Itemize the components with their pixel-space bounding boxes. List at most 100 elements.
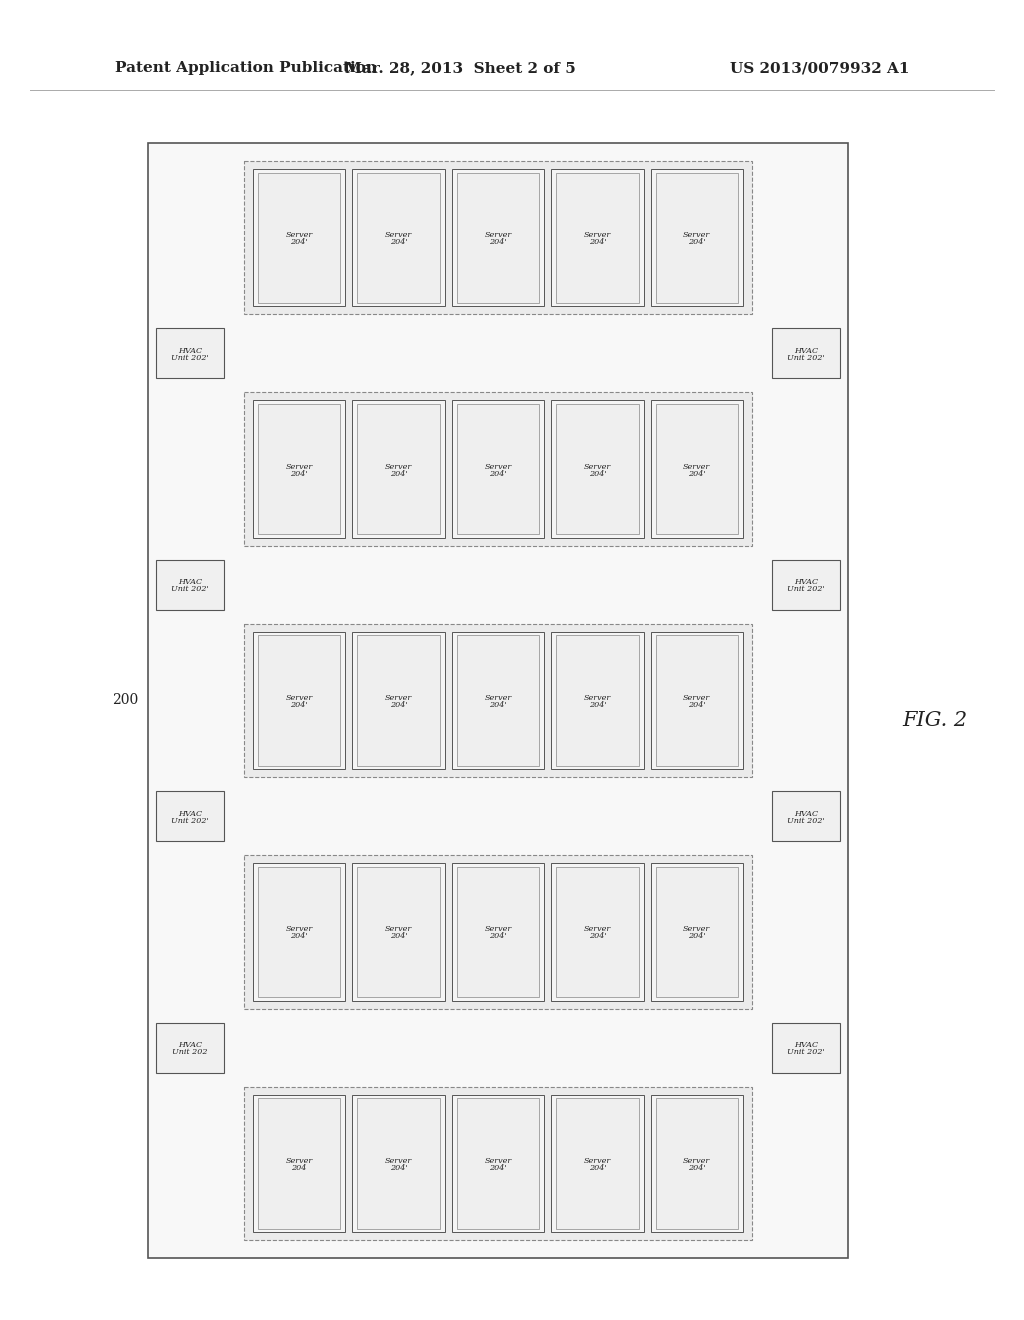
Bar — [556, 867, 639, 997]
Bar — [452, 863, 544, 1001]
Text: Server: Server — [385, 462, 413, 471]
Bar — [244, 161, 752, 314]
Text: 204': 204' — [390, 238, 408, 246]
Bar — [352, 863, 444, 1001]
Bar — [556, 404, 639, 535]
Text: HVAC: HVAC — [178, 809, 202, 817]
Bar — [253, 1094, 345, 1232]
Bar — [655, 1098, 738, 1229]
Text: 204': 204' — [589, 470, 606, 478]
Bar — [452, 1094, 544, 1232]
Text: Server: Server — [683, 694, 711, 702]
Text: HVAC: HVAC — [794, 347, 818, 355]
Text: Server: Server — [484, 231, 512, 239]
Bar — [244, 855, 752, 1008]
Bar — [357, 173, 439, 302]
Text: FIG. 2: FIG. 2 — [902, 711, 968, 730]
Bar — [551, 632, 644, 770]
Bar — [457, 404, 540, 535]
Bar — [650, 400, 743, 537]
Text: Server: Server — [584, 462, 611, 471]
Bar — [253, 400, 345, 537]
Bar — [457, 173, 540, 302]
Text: Server: Server — [484, 462, 512, 471]
Bar — [772, 791, 840, 841]
Bar — [244, 1086, 752, 1239]
Text: 204': 204' — [291, 238, 308, 246]
Text: Server: Server — [385, 694, 413, 702]
Bar — [457, 1098, 540, 1229]
Text: HVAC: HVAC — [794, 809, 818, 817]
Text: 204': 204' — [489, 238, 507, 246]
Text: 204': 204' — [291, 701, 308, 709]
Text: 204': 204' — [291, 470, 308, 478]
Bar — [655, 404, 738, 535]
Bar — [556, 635, 639, 766]
Text: Server: Server — [286, 231, 312, 239]
Text: 204': 204' — [390, 470, 408, 478]
Bar — [244, 392, 752, 545]
Bar — [457, 635, 540, 766]
Bar — [772, 1023, 840, 1073]
Text: 204': 204' — [589, 1164, 606, 1172]
Text: Server: Server — [584, 1156, 611, 1164]
Text: 204': 204' — [589, 932, 606, 940]
Text: Unit 202': Unit 202' — [787, 1048, 825, 1056]
Bar — [655, 635, 738, 766]
Bar — [352, 169, 444, 306]
Bar — [258, 1098, 340, 1229]
Text: Unit 202': Unit 202' — [787, 585, 825, 593]
Text: Unit 202': Unit 202' — [787, 354, 825, 362]
Text: Server: Server — [385, 1156, 413, 1164]
Text: 204': 204' — [688, 701, 706, 709]
Bar — [244, 624, 752, 777]
Bar — [452, 632, 544, 770]
Text: 204': 204' — [589, 238, 606, 246]
Bar — [650, 632, 743, 770]
Bar — [556, 173, 639, 302]
Text: HVAC: HVAC — [178, 1041, 202, 1049]
Text: Server: Server — [683, 925, 711, 933]
Text: 204': 204' — [390, 1164, 408, 1172]
Text: 204': 204' — [489, 932, 507, 940]
Text: Server: Server — [584, 694, 611, 702]
Text: Server: Server — [683, 1156, 711, 1164]
Text: Unit 202': Unit 202' — [171, 585, 209, 593]
Text: Server: Server — [584, 925, 611, 933]
Bar — [253, 632, 345, 770]
Text: 204': 204' — [489, 470, 507, 478]
Text: HVAC: HVAC — [178, 578, 202, 586]
Text: 204': 204' — [291, 932, 308, 940]
Bar — [772, 560, 840, 610]
Bar — [258, 867, 340, 997]
Text: Unit 202': Unit 202' — [787, 817, 825, 825]
Bar — [156, 791, 224, 841]
Text: HVAC: HVAC — [794, 578, 818, 586]
Bar — [452, 400, 544, 537]
Text: Server: Server — [286, 694, 312, 702]
Bar — [156, 560, 224, 610]
Text: Server: Server — [385, 231, 413, 239]
Bar — [253, 863, 345, 1001]
Text: Server: Server — [286, 925, 312, 933]
Bar — [357, 1098, 439, 1229]
Text: Server: Server — [584, 231, 611, 239]
Text: Unit 202': Unit 202' — [171, 817, 209, 825]
Bar — [551, 169, 644, 306]
Bar — [352, 400, 444, 537]
Text: Server: Server — [683, 231, 711, 239]
Text: Patent Application Publication: Patent Application Publication — [115, 61, 377, 75]
Bar — [551, 400, 644, 537]
Bar — [650, 863, 743, 1001]
Bar — [650, 1094, 743, 1232]
Bar — [650, 169, 743, 306]
Bar — [352, 632, 444, 770]
Text: Server: Server — [484, 694, 512, 702]
Bar — [452, 169, 544, 306]
Text: HVAC: HVAC — [794, 1041, 818, 1049]
Bar — [655, 867, 738, 997]
Text: 204': 204' — [589, 701, 606, 709]
Bar — [551, 863, 644, 1001]
Text: 204': 204' — [688, 932, 706, 940]
Bar — [655, 173, 738, 302]
